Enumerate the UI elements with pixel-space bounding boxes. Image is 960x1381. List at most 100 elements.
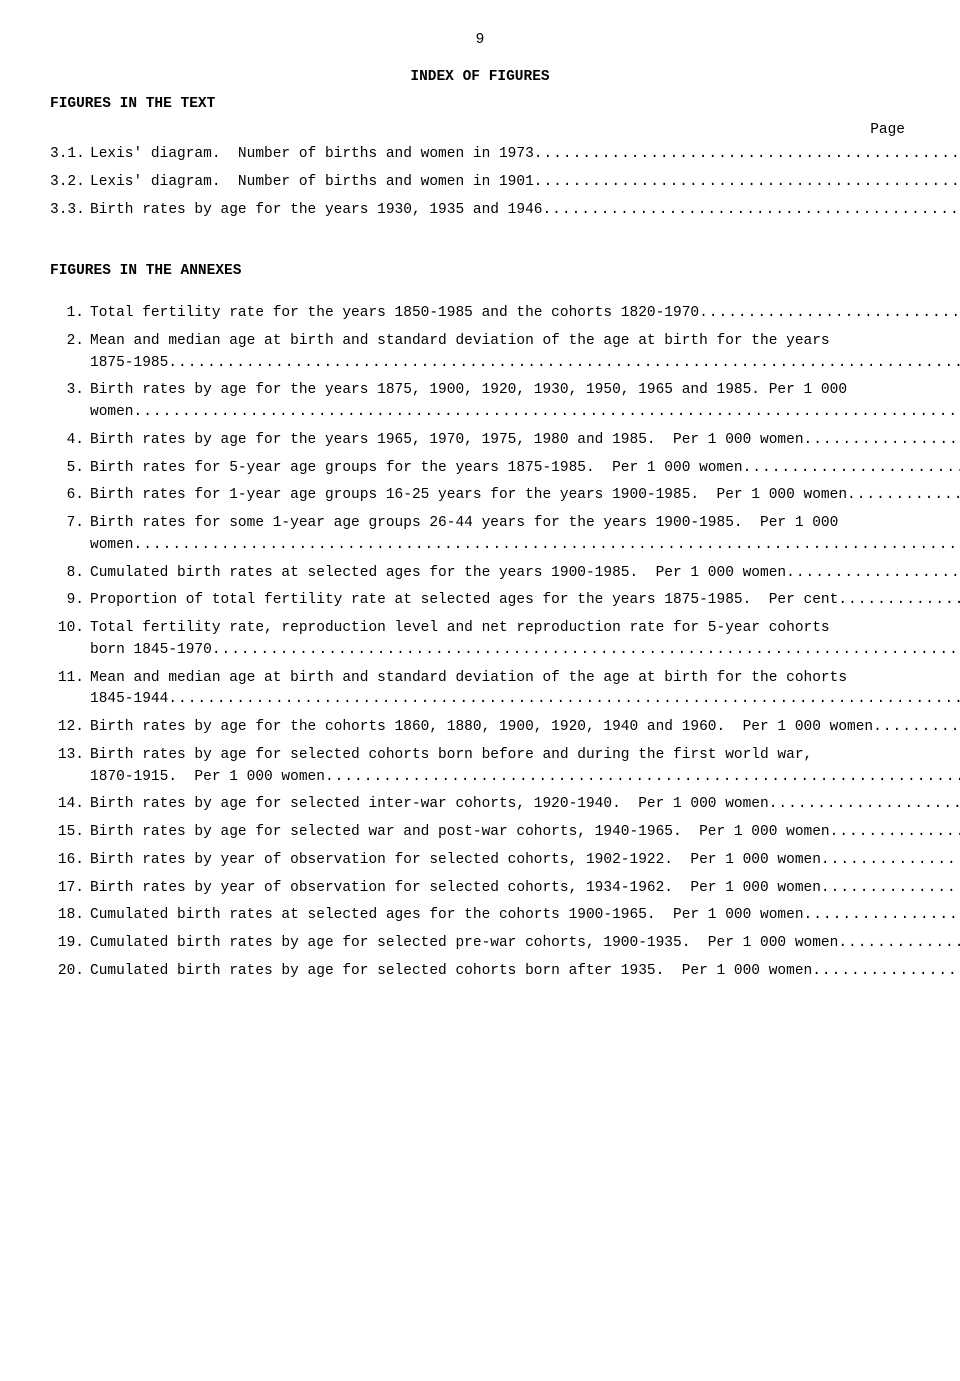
figure-body: Birth rates by age for the cohorts 1860,… [90, 717, 960, 739]
figure-body: Lexis' diagram. Number of births and wom… [90, 144, 960, 166]
figure-number: 15. [50, 822, 90, 844]
page-column-label: Page [50, 120, 910, 142]
dot-leader: ........................................… [168, 353, 960, 375]
figure-entry: 10.Total fertility rate, reproduction le… [50, 618, 910, 662]
dot-leader: ........................................… [134, 535, 960, 557]
figure-description: Cumulated birth rates at selected ages f… [90, 563, 786, 585]
figure-line: Total fertility rate for the years 1850-… [90, 303, 960, 325]
figure-body: Birth rates by age for the years 1930, 1… [90, 200, 960, 222]
figure-number: 6. [50, 485, 90, 507]
figure-description: Cumulated birth rates at selected ages f… [90, 905, 804, 927]
figure-body: Total fertility rate, reproduction level… [90, 618, 960, 662]
figure-line: Birth rates by age for the years 1930, 1… [90, 200, 960, 222]
figure-entry: 19.Cumulated birth rates by age for sele… [50, 933, 910, 955]
figure-number: 20. [50, 961, 90, 983]
figure-line: Birth rates for 1-year age groups 16-25 … [90, 485, 960, 507]
figure-entry: 7.Birth rates for some 1-year age groups… [50, 513, 910, 557]
dot-leader: ........................................… [821, 878, 960, 900]
figure-line: women ..................................… [90, 402, 960, 424]
figure-description: Mean and median age at birth and standar… [90, 668, 847, 690]
figure-description: 1870-1915. Per 1 000 women [90, 767, 325, 789]
figure-line: 1875-1985 ..............................… [90, 353, 960, 375]
figure-number: 3.3. [50, 200, 90, 222]
figure-description: Cumulated birth rates by age for selecte… [90, 933, 838, 955]
figure-line: Birth rates for 5-year age groups for th… [90, 458, 960, 480]
figure-description: Mean and median age at birth and standar… [90, 331, 830, 353]
figure-line: Proportion of total fertility rate at se… [90, 590, 960, 612]
index-title: INDEX OF FIGURES [50, 67, 910, 89]
figure-body: Mean and median age at birth and standar… [90, 668, 960, 712]
dot-leader: ........................................… [743, 458, 960, 480]
figure-body: Mean and median age at birth and standar… [90, 331, 960, 375]
figure-entry: 3.Birth rates by age for the years 1875,… [50, 380, 910, 424]
figure-description: 1845-1944 [90, 689, 168, 711]
dot-leader: ........................................… [542, 200, 960, 222]
figure-line: Birth rates by age for the years 1875, 1… [90, 380, 960, 402]
figure-number: 2. [50, 331, 90, 353]
section-header-annex: FIGURES IN THE ANNEXES [50, 261, 910, 283]
dot-leader: ........................................… [699, 303, 960, 325]
figure-entry: 3.1.Lexis' diagram. Number of births and… [50, 144, 910, 166]
figure-entry: 9.Proportion of total fertility rate at … [50, 590, 910, 612]
figure-description: Lexis' diagram. Number of births and wom… [90, 144, 534, 166]
figure-entry: 8.Cumulated birth rates at selected ages… [50, 563, 910, 585]
figure-body: Birth rates by age for the years 1875, 1… [90, 380, 960, 424]
dot-leader: ........................................… [325, 767, 960, 789]
figure-description: Total fertility rate for the years 1850-… [90, 303, 699, 325]
figure-entry: 12.Birth rates by age for the cohorts 18… [50, 717, 910, 739]
figure-line: Birth rates for some 1-year age groups 2… [90, 513, 960, 535]
figure-number: 14. [50, 794, 90, 816]
text-figures-list: 3.1.Lexis' diagram. Number of births and… [50, 144, 910, 221]
dot-leader: ........................................… [769, 794, 960, 816]
figure-number: 9. [50, 590, 90, 612]
figure-line: Birth rates by age for selected war and … [90, 822, 960, 844]
figure-line: 1845-1944 ..............................… [90, 689, 960, 711]
dot-leader: ........................................… [821, 850, 960, 872]
figure-description: Birth rates for 1-year age groups 16-25 … [90, 485, 847, 507]
figure-entry: 15.Birth rates by age for selected war a… [50, 822, 910, 844]
dot-leader: ........................................… [804, 905, 960, 927]
figure-body: Birth rates by age for the years 1965, 1… [90, 430, 960, 452]
figure-description: Birth rates for 5-year age groups for th… [90, 458, 743, 480]
figure-body: Cumulated birth rates by age for selecte… [90, 961, 960, 983]
figure-body: Birth rates by age for selected inter-wa… [90, 794, 960, 816]
figure-body: Birth rates for some 1-year age groups 2… [90, 513, 960, 557]
figure-number: 12. [50, 717, 90, 739]
figure-line: 1870-1915. Per 1 000 women .............… [90, 767, 960, 789]
figure-body: Birth rates by year of observation for s… [90, 878, 960, 900]
figure-entry: 20.Cumulated birth rates by age for sele… [50, 961, 910, 983]
figure-number: 3.2. [50, 172, 90, 194]
dot-leader: ........................................… [786, 563, 960, 585]
figure-body: Birth rates by age for selected war and … [90, 822, 960, 844]
figure-entry: 16.Birth rates by year of observation fo… [50, 850, 910, 872]
dot-leader: ........................................… [838, 590, 960, 612]
figure-entry: 2.Mean and median age at birth and stand… [50, 331, 910, 375]
figure-entry: 11.Mean and median age at birth and stan… [50, 668, 910, 712]
figure-line: Lexis' diagram. Number of births and wom… [90, 144, 960, 166]
figure-line: Cumulated birth rates by age for selecte… [90, 933, 960, 955]
dot-leader: ........................................… [534, 144, 960, 166]
figure-description: 1875-1985 [90, 353, 168, 375]
figure-entry: 14.Birth rates by age for selected inter… [50, 794, 910, 816]
figure-entry: 1.Total fertility rate for the years 185… [50, 303, 910, 325]
figure-number: 19. [50, 933, 90, 955]
dot-leader: ........................................… [168, 689, 960, 711]
figure-line: Birth rates by age for selected cohorts … [90, 745, 960, 767]
figure-description: women [90, 535, 134, 557]
figure-line: Birth rates by age for the years 1965, 1… [90, 430, 960, 452]
figure-description: born 1845-1970 [90, 640, 212, 662]
figure-body: Cumulated birth rates by age for selecte… [90, 933, 960, 955]
figure-number: 11. [50, 668, 90, 690]
dot-leader: ........................................… [134, 402, 960, 424]
figure-description: Birth rates by age for selected war and … [90, 822, 830, 844]
figure-number: 10. [50, 618, 90, 640]
figure-number: 18. [50, 905, 90, 927]
figure-description: Birth rates by age for selected cohorts … [90, 745, 812, 767]
figure-description: Birth rates by age for the years 1875, 1… [90, 380, 847, 402]
figure-description: Birth rates by age for the years 1965, 1… [90, 430, 804, 452]
figure-description: Birth rates by age for the cohorts 1860,… [90, 717, 873, 739]
figure-body: Cumulated birth rates at selected ages f… [90, 905, 960, 927]
figure-line: Birth rates by year of observation for s… [90, 850, 960, 872]
annex-figures-list: 1.Total fertility rate for the years 185… [50, 303, 910, 983]
figure-description: Birth rates by age for the years 1930, 1… [90, 200, 542, 222]
